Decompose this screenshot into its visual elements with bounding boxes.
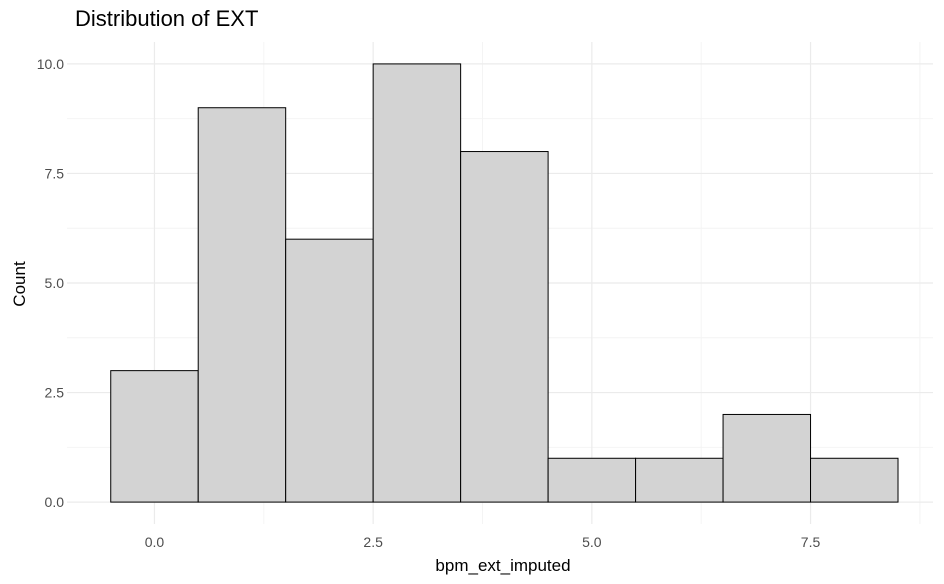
histogram-bar (635, 457, 724, 503)
histogram-bars (110, 63, 899, 503)
x-tick-label: 7.5 (801, 534, 821, 550)
histogram-bar (285, 238, 374, 503)
chart-title: Distribution of EXT (75, 6, 259, 31)
histogram-bar (810, 457, 899, 503)
y-axis-ticks: 0.0 2.5 5.0 7.5 10.0 (37, 56, 64, 510)
x-axis-title: bpm_ext_imputed (435, 556, 570, 575)
y-tick-label: 5.0 (45, 275, 65, 291)
x-tick-label: 5.0 (582, 534, 602, 550)
y-tick-label: 10.0 (37, 56, 64, 72)
x-tick-label: 0.0 (145, 534, 165, 550)
histogram-bar (372, 63, 462, 503)
x-axis-ticks: 0.0 2.5 5.0 7.5 (145, 534, 821, 550)
y-axis-title: Count (10, 261, 29, 307)
y-tick-label: 7.5 (45, 165, 65, 181)
histogram-bar (547, 457, 637, 503)
histogram-bar (110, 370, 199, 503)
y-tick-label: 0.0 (45, 494, 65, 510)
x-tick-label: 2.5 (363, 534, 383, 550)
y-tick-label: 2.5 (45, 385, 65, 401)
histogram-bar (460, 151, 549, 503)
histogram-bar (722, 413, 812, 503)
histogram-bar (197, 107, 287, 503)
